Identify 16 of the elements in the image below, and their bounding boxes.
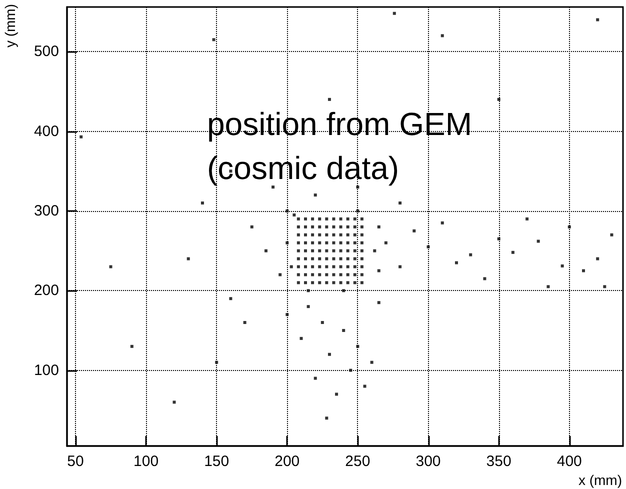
y-tick-label: 400 (34, 122, 59, 140)
x-tick-label: 400 (556, 453, 582, 470)
y-tick-label: 200 (34, 282, 59, 300)
x-axis-title: x (mm) (578, 472, 622, 488)
x-tick-label: 350 (486, 453, 512, 470)
y-tick-label: 500 (34, 43, 59, 60)
x-tick-label: 150 (204, 453, 230, 470)
annotation: position from GEM (cosmic data) (207, 106, 472, 186)
x-tick-label: 300 (416, 453, 441, 470)
y-axis-title: y (mm) (2, 4, 18, 48)
x-tick-label: 200 (274, 453, 300, 470)
x-tick-label: 50 (67, 453, 84, 470)
x-tick-label: 250 (345, 453, 370, 470)
x-tick-label: 100 (134, 453, 159, 470)
y-tick-label: 100 (34, 362, 59, 379)
y-tick-label: 300 (34, 202, 59, 220)
